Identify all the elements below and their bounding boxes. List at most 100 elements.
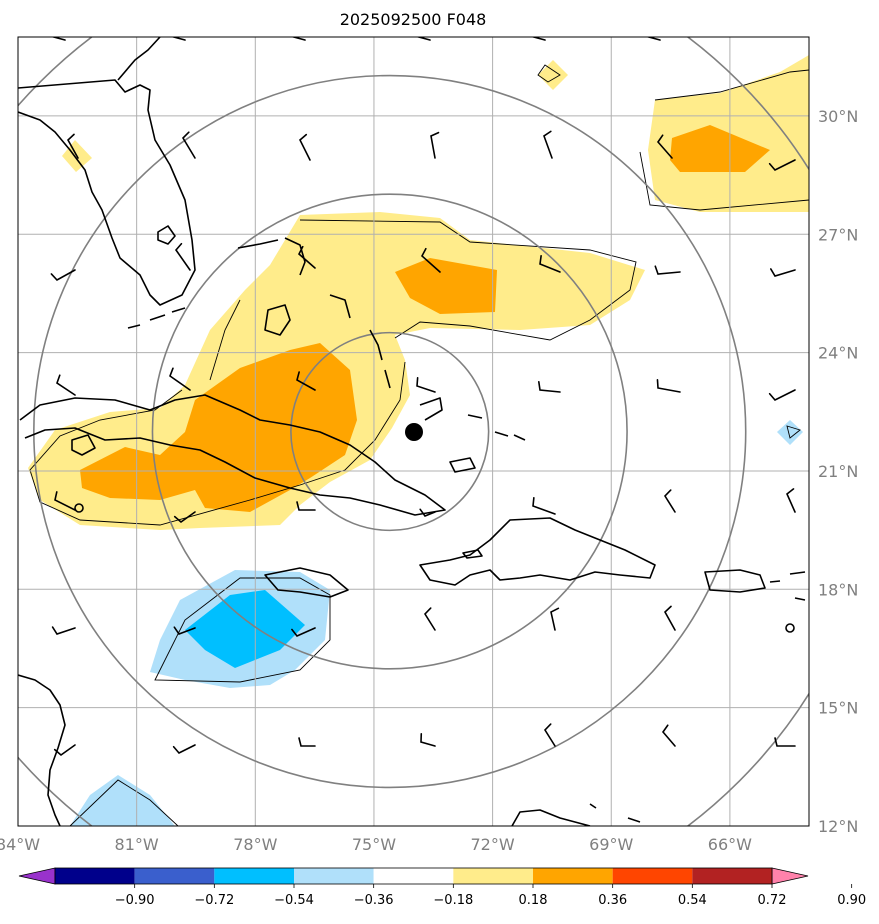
- coast-south-america: [511, 809, 591, 826]
- colorbar-segment: [214, 868, 294, 884]
- strong-anomaly-northeast: [670, 125, 770, 172]
- longitude-tick-label: 69°W: [589, 835, 633, 854]
- wind-barb: [543, 130, 553, 159]
- wind-barb: [532, 496, 556, 515]
- colorbar-segment: [612, 868, 693, 884]
- latitude-tick-label: 18°N: [818, 580, 858, 599]
- wind-barb: [66, 133, 79, 159]
- colorbar-tick-label: −0.54: [274, 893, 314, 908]
- coast-cayman: [74, 503, 84, 513]
- wind-barb: [291, 627, 316, 637]
- negative-anomaly-spot-east: [777, 420, 803, 445]
- coast-keys: [127, 307, 186, 329]
- wind-barb: [539, 255, 561, 273]
- strong-anomaly-bahamas: [395, 258, 497, 314]
- coast-gonave: [462, 549, 483, 559]
- shaded-field: [28, 55, 809, 826]
- wind-barb: [420, 732, 436, 747]
- wind-barb: [663, 605, 676, 631]
- latitude-labels: 30°N 27°N 24°N 21°N 18°N 15°N 12°N: [818, 107, 858, 836]
- storm-center-marker: [405, 423, 423, 441]
- colorbar-segment: [294, 868, 374, 884]
- colorbar-segment: [453, 868, 533, 884]
- colorbar-outline: [54, 867, 773, 885]
- coast-aruba: [589, 803, 641, 823]
- coast-southeast-us: [117, 37, 161, 81]
- wind-barb: [538, 381, 561, 393]
- wind-barb: [53, 744, 76, 757]
- wind-barb: [54, 491, 76, 511]
- latitude-tick-label: 27°N: [818, 225, 858, 244]
- longitude-tick-label: 78°W: [233, 835, 277, 854]
- map-frame: [17, 36, 810, 827]
- wind-barb: [296, 501, 316, 511]
- wind-barb: [50, 269, 76, 282]
- coast-abaco: [284, 237, 306, 276]
- contour-lines: [29, 64, 809, 826]
- wind-barb: [296, 371, 316, 391]
- latitude-tick-label: 24°N: [818, 344, 858, 363]
- longitude-tick-label: 66°W: [708, 835, 752, 854]
- colorbar-tick-label: −0.36: [354, 893, 394, 908]
- wind-barb: [774, 737, 796, 747]
- wind-barb: [786, 488, 796, 513]
- colorbar-segment: [134, 868, 215, 884]
- latitude-tick-label: 15°N: [818, 699, 858, 718]
- wind-barb: [173, 511, 196, 524]
- colorbar-extend-low: [18, 867, 56, 885]
- wind-barb: [174, 242, 191, 271]
- coast-grand-bahama: [237, 239, 279, 249]
- colorbar-tick-label: −0.90: [115, 893, 155, 908]
- wind-barb: [173, 626, 196, 635]
- wind-barb: [656, 134, 673, 159]
- wind-barb: [298, 737, 316, 747]
- colorbar-tick-label: −0.72: [194, 893, 234, 908]
- wind-barb: [290, 37, 306, 41]
- wind-barb: [299, 133, 311, 161]
- wind-barb: [550, 607, 560, 631]
- strong-negative-anomaly-jamaica: [185, 590, 305, 668]
- wind-barb: [430, 131, 440, 159]
- wind-barb: [423, 607, 436, 631]
- colorbar-tick-label: 0.18: [519, 893, 548, 908]
- wind-barb: [769, 268, 796, 277]
- colorbar-segment: [373, 868, 454, 884]
- wind-barb: [661, 724, 676, 747]
- coast-long-island: [369, 329, 391, 389]
- colorbar-segment: [692, 868, 772, 884]
- colorbar-segment: [533, 868, 613, 884]
- coast-puerto-rico: [704, 569, 766, 593]
- positive-anomaly-spot-north: [538, 60, 568, 90]
- colorbar-tick-label: 0.36: [598, 893, 627, 908]
- wind-barb: [654, 265, 681, 275]
- latitude-tick-label: 30°N: [818, 107, 858, 126]
- wind-barb: [419, 508, 436, 517]
- coast-florida: [18, 79, 196, 306]
- coast-jamaica: [264, 567, 349, 598]
- coast-inagua: [449, 457, 476, 473]
- range-ring: [151, 193, 628, 670]
- lake-okeechobee: [157, 225, 176, 245]
- wind-barb: [768, 159, 796, 171]
- wind-barb: [421, 247, 441, 273]
- wind-barb: [56, 374, 76, 396]
- longitude-tick-label: 84°W: [0, 835, 40, 854]
- colorbar-extend-high: [771, 867, 809, 885]
- wind-barb: [169, 367, 191, 391]
- figure-title: 2025092500 F048: [340, 10, 487, 29]
- coast-central-america: [18, 674, 66, 826]
- wind-barb: [543, 723, 556, 747]
- longitude-tick-label: 75°W: [352, 835, 396, 854]
- range-ring: [33, 74, 747, 789]
- colorbar-tick-label: 0.72: [758, 893, 787, 908]
- wind-barb: [416, 376, 436, 393]
- longitude-tick-label: 81°W: [115, 835, 159, 854]
- latitude-tick-label: 12°N: [818, 817, 858, 836]
- coast-cuba: [19, 394, 446, 516]
- wind-barb: [298, 245, 316, 269]
- graticule: [18, 37, 809, 826]
- wind-barb: [50, 37, 66, 41]
- wind-barb: [645, 37, 661, 41]
